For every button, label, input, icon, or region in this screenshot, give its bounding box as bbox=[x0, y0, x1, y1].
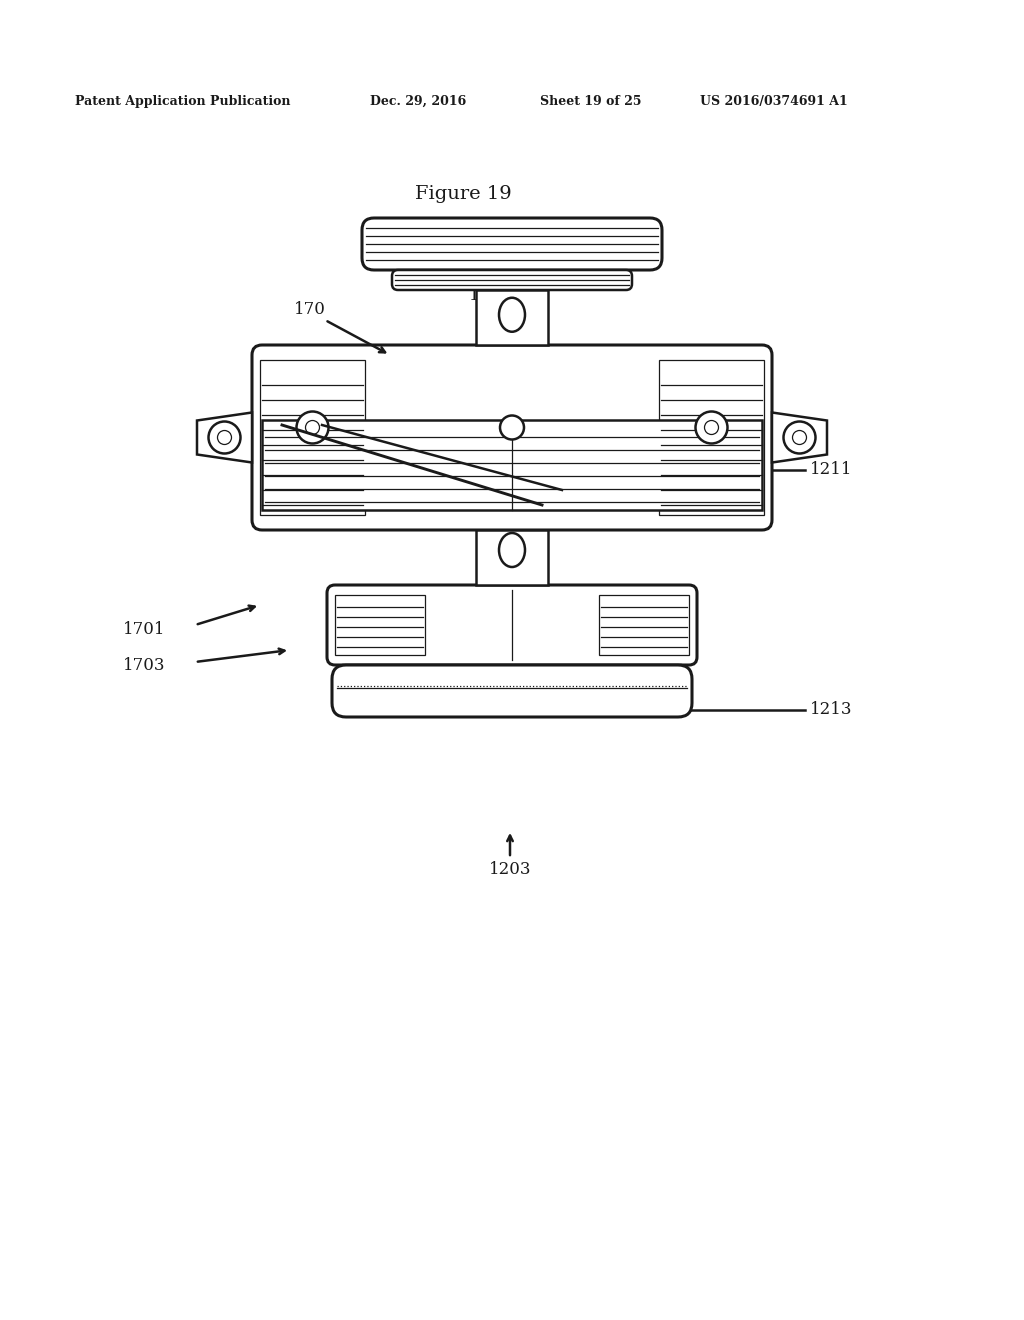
Text: Figure 19: Figure 19 bbox=[415, 185, 512, 203]
Text: Sheet 19 of 25: Sheet 19 of 25 bbox=[540, 95, 641, 108]
Ellipse shape bbox=[499, 298, 525, 331]
Bar bbox=[262, 420, 762, 510]
Circle shape bbox=[500, 416, 524, 440]
FancyBboxPatch shape bbox=[252, 345, 772, 531]
Text: 1703: 1703 bbox=[123, 656, 165, 673]
FancyBboxPatch shape bbox=[362, 218, 662, 271]
Polygon shape bbox=[772, 412, 827, 462]
Bar bbox=[599, 595, 689, 655]
Text: 1213: 1213 bbox=[810, 701, 853, 718]
Circle shape bbox=[217, 430, 231, 445]
Bar bbox=[659, 360, 764, 515]
Text: 1211: 1211 bbox=[810, 462, 853, 479]
Text: 1701: 1701 bbox=[123, 622, 165, 639]
Ellipse shape bbox=[499, 533, 525, 568]
Text: 1201: 1201 bbox=[469, 286, 511, 304]
Polygon shape bbox=[197, 412, 252, 462]
Text: US 2016/0374691 A1: US 2016/0374691 A1 bbox=[700, 95, 848, 108]
Bar bbox=[476, 531, 548, 585]
Circle shape bbox=[297, 412, 329, 444]
Circle shape bbox=[695, 412, 727, 444]
Bar bbox=[476, 290, 548, 345]
FancyBboxPatch shape bbox=[392, 271, 632, 290]
Bar bbox=[260, 360, 365, 515]
Text: 170: 170 bbox=[294, 301, 326, 318]
Circle shape bbox=[705, 421, 719, 434]
Circle shape bbox=[793, 430, 807, 445]
Circle shape bbox=[783, 421, 815, 454]
FancyBboxPatch shape bbox=[327, 585, 697, 665]
Circle shape bbox=[305, 421, 319, 434]
FancyBboxPatch shape bbox=[332, 665, 692, 717]
Text: 1203: 1203 bbox=[488, 862, 531, 879]
Text: Dec. 29, 2016: Dec. 29, 2016 bbox=[370, 95, 466, 108]
Bar bbox=[335, 595, 425, 655]
Circle shape bbox=[209, 421, 241, 454]
Text: Patent Application Publication: Patent Application Publication bbox=[75, 95, 291, 108]
